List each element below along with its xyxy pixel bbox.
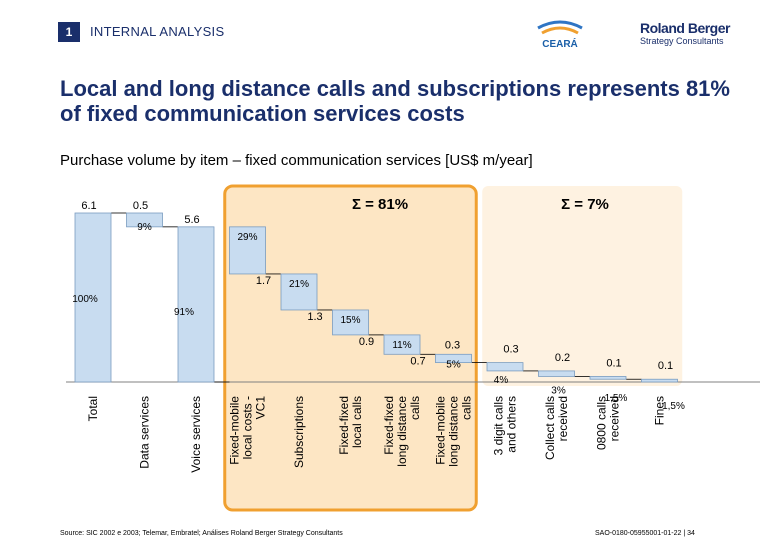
bar-4 (280, 273, 318, 311)
share-label-5: 15% (340, 315, 360, 326)
value-label-6: 0.7 (410, 355, 425, 367)
share-label-2: 91% (174, 307, 194, 318)
value-label-0: 6.1 (81, 200, 96, 212)
category-label-9: Collect callsreceived (543, 396, 570, 460)
bar-3 (229, 226, 266, 275)
bar-6 (383, 334, 421, 355)
share-label-4: 21% (289, 279, 309, 290)
share-label-0: 100% (72, 294, 98, 305)
bar-5 (332, 309, 369, 336)
category-label-6: Fixed-fixedlong distancecalls (382, 396, 422, 467)
value-label-1: 0.5 (133, 200, 148, 212)
section-title: INTERNAL ANALYSIS (90, 24, 225, 39)
value-label-2: 5.6 (184, 214, 199, 226)
section-number: 1 (58, 22, 80, 42)
rb-logo-name: Roland Berger (640, 20, 730, 36)
value-label-10: 0.1 (606, 357, 621, 369)
share-label-9: 3% (551, 385, 566, 396)
group-label-81: Σ = 81% (352, 196, 408, 213)
category-label-7: Fixed-mobilelong distancecalls (433, 396, 473, 467)
bar-9 (538, 370, 575, 377)
value-label-3: 1.7 (256, 275, 271, 287)
ceara-logo-graphic: CEARÁ (537, 20, 583, 50)
value-label-5: 0.9 (359, 336, 374, 348)
category-label-8: 3 digit callsand others (491, 396, 518, 455)
category-label-5: Fixed-fixedlocal calls (337, 396, 364, 455)
roland-berger-logo: Roland Berger Strategy Consultants (640, 20, 740, 50)
ceara-logo: CEARÁ (520, 14, 600, 54)
value-label-9: 0.2 (555, 352, 570, 364)
value-label-11: 0.1 (658, 360, 673, 372)
category-label-3: Fixed-mobilelocal costs -VC1 (227, 396, 267, 465)
share-label-10: 1,5% (605, 393, 628, 404)
bar-8 (486, 362, 524, 372)
share-label-3: 29% (237, 232, 257, 243)
category-label-10: 0800 callsreceived (594, 396, 621, 450)
category-label-4: Subscriptions (292, 396, 306, 468)
chart-subtitle: Purchase volume by item – fixed communic… (60, 152, 533, 169)
rb-logo-sub: Strategy Consultants (640, 36, 724, 46)
group-panel-7 (482, 186, 683, 386)
share-label-8: 4% (494, 375, 509, 386)
category-label-11: Fines (652, 396, 666, 425)
ceara-logo-text: CEARÁ (542, 37, 578, 50)
footer-source: Source: SIC 2002 e 2003; Telemar, Embrat… (60, 530, 343, 537)
share-label-11: 1,5% (662, 401, 685, 412)
share-label-6: 11% (392, 340, 411, 351)
category-label-2: Voice services (189, 396, 203, 473)
category-label-0: Total (86, 396, 100, 421)
group-label-7: Σ = 7% (561, 196, 609, 213)
value-label-4: 1.3 (307, 311, 322, 323)
bar-1 (126, 212, 163, 228)
value-label-7: 0.3 (445, 339, 460, 351)
footer-code: SAO-0180-05955001-01-22 | 34 (595, 530, 695, 537)
bar-7 (435, 353, 472, 364)
category-label-1: Data services (137, 396, 151, 469)
bar-10 (589, 376, 627, 380)
page-title: Local and long distance calls and subscr… (60, 76, 730, 126)
bar-0 (74, 212, 112, 383)
share-label-1: 9% (137, 222, 152, 233)
group-panel-81 (223, 184, 478, 512)
value-label-8: 0.3 (503, 344, 518, 356)
bar-11 (641, 378, 678, 383)
share-label-7: 5% (446, 359, 461, 370)
bar-2 (177, 226, 215, 383)
